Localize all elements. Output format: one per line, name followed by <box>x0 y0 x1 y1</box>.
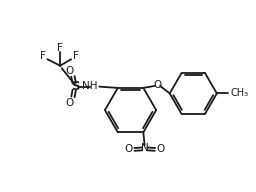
Text: O: O <box>125 144 133 154</box>
Text: N: N <box>141 143 148 153</box>
Text: O: O <box>153 80 162 90</box>
Text: S: S <box>71 80 80 93</box>
Text: CH₃: CH₃ <box>231 89 249 98</box>
Text: NH: NH <box>82 81 98 91</box>
Text: O: O <box>66 66 74 76</box>
Text: F: F <box>57 43 63 53</box>
Text: F: F <box>40 51 45 61</box>
Text: F: F <box>73 51 79 61</box>
Text: O: O <box>156 144 165 154</box>
Text: O: O <box>66 98 74 108</box>
